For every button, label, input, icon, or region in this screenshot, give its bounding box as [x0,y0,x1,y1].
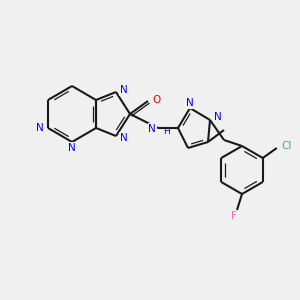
Text: N: N [186,98,194,108]
Text: O: O [152,95,160,105]
Text: N: N [68,143,76,153]
Text: N: N [148,124,156,134]
Text: N: N [120,85,128,95]
Text: Cl: Cl [282,141,292,151]
Text: N: N [36,123,44,133]
Text: N: N [214,112,222,122]
Text: H: H [163,128,170,136]
Text: F: F [231,211,237,221]
Text: N: N [120,133,128,143]
